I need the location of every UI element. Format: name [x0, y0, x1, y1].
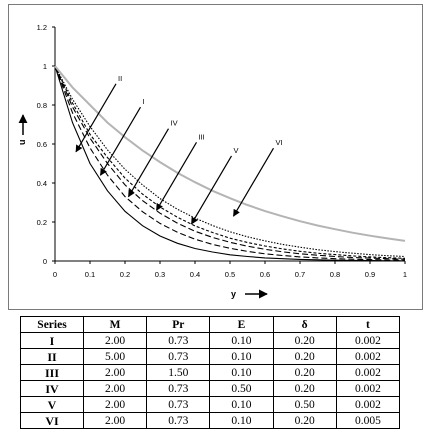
cell-m: 2.00 [82, 364, 148, 381]
cell-e: 0.10 [209, 412, 274, 429]
table-row: IV 2.00 0.73 0.50 0.20 0.002 [20, 380, 401, 397]
col-header-pr: Pr [146, 316, 211, 333]
cell-pr: 0.73 [146, 332, 211, 349]
cell-delta: 0.50 [272, 396, 337, 413]
cell-series: V [20, 396, 84, 413]
y-tick-label: 0 [43, 257, 47, 266]
cell-e: 0.10 [209, 396, 274, 413]
parameter-table: Series M Pr E δ t I 2.00 0.73 0.10 0.20 0.002… [20, 316, 401, 429]
cell-series: I [20, 332, 84, 349]
line-chart: 0 0.1 0.2 0.3 0.4 0.5 0.6 0.7 0.8 0.9 1 0 0.2 0.4 0.6 0… [17, 23, 407, 299]
x-tick-label: 0.4 [190, 270, 200, 279]
table-row: II 5.00 0.73 0.10 0.20 0.002 [20, 348, 401, 365]
series-line-ii [54, 65, 405, 262]
cell-m: 2.00 [82, 332, 148, 349]
y-axis-label: u [17, 140, 27, 146]
x-tick-label: 0.2 [120, 270, 130, 279]
x-tick-label: 0.9 [365, 270, 375, 279]
chart-figure: 0 0.1 0.2 0.3 0.4 0.5 0.6 0.7 0.8 0.9 1 0 0.2 0.4 0.6 0… [8, 4, 423, 310]
series-line-iii [54, 65, 406, 260]
annotation-arrow [99, 106, 142, 176]
x-tick-label: 0.5 [225, 270, 235, 279]
cell-t: 0.002 [335, 332, 401, 349]
x-axis-label: y [231, 289, 236, 299]
cell-t: 0.002 [335, 364, 401, 381]
cell-m: 2.00 [82, 412, 148, 429]
cell-m: 2.00 [82, 396, 148, 413]
x-tick-label: 1 [403, 270, 407, 279]
annotation-label: II [118, 74, 122, 83]
cell-series: II [20, 348, 84, 365]
col-header-series: Series [20, 316, 84, 333]
annotation-arrow [127, 128, 170, 198]
cell-m: 2.00 [82, 380, 148, 397]
cell-e: 0.10 [209, 348, 274, 365]
cell-t: 0.002 [335, 396, 401, 413]
table-row: III 2.00 1.50 0.10 0.20 0.002 [20, 364, 401, 381]
cell-series: III [20, 364, 84, 381]
y-tick-label: 0.6 [37, 140, 47, 149]
cell-delta: 0.20 [272, 364, 337, 381]
series-line-iv [54, 65, 406, 259]
x-tick-label: 0.8 [330, 270, 340, 279]
annotation-label: V [234, 146, 239, 155]
annotation-arrow [155, 141, 198, 211]
y-tick-label: 0.8 [37, 101, 47, 110]
cell-delta: 0.20 [272, 332, 337, 349]
x-tick-label: 0 [53, 270, 57, 279]
cell-pr: 0.73 [146, 348, 211, 365]
annotation-arrow [232, 147, 275, 217]
table-row: V 2.00 0.73 0.10 0.50 0.002 [20, 396, 401, 413]
cell-e: 0.10 [209, 332, 274, 349]
annotation-label: VI [276, 138, 283, 147]
cell-e: 0.50 [209, 380, 274, 397]
y-tick-label: 0.4 [37, 179, 47, 188]
y-tick-label: 0.2 [37, 218, 47, 227]
series-line-v [54, 65, 406, 258]
table-row: I 2.00 0.73 0.10 0.20 0.002 [20, 332, 401, 349]
y-tick-label: 1.2 [37, 23, 47, 32]
cell-pr: 1.50 [146, 364, 211, 381]
cell-t: 0.005 [335, 412, 401, 429]
cell-pr: 0.73 [146, 396, 211, 413]
cell-t: 0.002 [335, 380, 401, 397]
table-header-row: Series M Pr E δ t [20, 316, 401, 333]
annotation-label: I [143, 97, 145, 106]
col-header-e: E [209, 316, 274, 333]
x-tick-label: 0.3 [155, 270, 165, 279]
cell-series: IV [20, 380, 84, 397]
table-body: I 2.00 0.73 0.10 0.20 0.002 II 5.00 0.73 0.10 0.20… [20, 332, 401, 429]
cell-delta: 0.20 [272, 348, 337, 365]
cell-series: VI [20, 412, 84, 429]
cell-pr: 0.73 [146, 380, 211, 397]
annotation-arrow [190, 155, 233, 225]
cell-delta: 0.20 [272, 412, 337, 429]
col-header-m: M [82, 316, 148, 333]
x-tick-label: 0.7 [295, 270, 305, 279]
table-row: VI 2.00 0.73 0.10 0.20 0.005 [20, 412, 401, 429]
col-header-delta: δ [272, 316, 337, 333]
cell-pr: 0.73 [146, 412, 211, 429]
annotation-label: III [199, 132, 205, 141]
x-tick-label: 0.1 [85, 270, 95, 279]
annotation-label: IV [171, 119, 178, 128]
annotation-arrow [75, 83, 117, 153]
series-line-vi [54, 65, 406, 242]
cell-delta: 0.20 [272, 380, 337, 397]
x-tick-label: 0.6 [260, 270, 270, 279]
y-tick-label: 1 [43, 62, 47, 71]
series-line-i [54, 65, 406, 261]
cell-e: 0.10 [209, 364, 274, 381]
cell-m: 5.00 [82, 348, 148, 365]
cell-t: 0.002 [335, 348, 401, 365]
col-header-t: t [335, 316, 401, 333]
